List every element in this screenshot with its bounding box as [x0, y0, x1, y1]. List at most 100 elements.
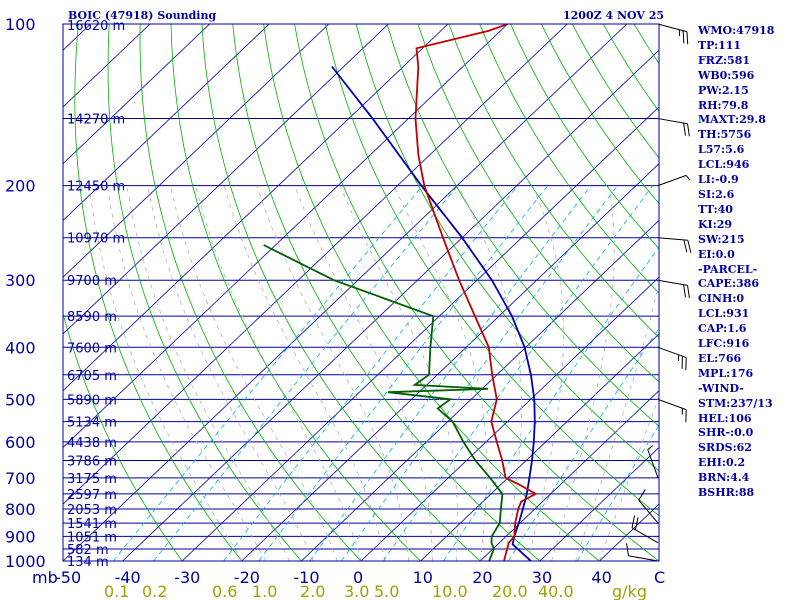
index-line: EHI:0.2 [698, 456, 746, 470]
isotherm-line [122, 49, 659, 561]
isotherm-line [360, 276, 659, 561]
barb-flag [634, 517, 639, 530]
mixing-ratio-label: 2.0 [300, 582, 325, 600]
isotherm-line [63, 24, 568, 505]
pressure-label: 1000 [5, 552, 46, 571]
moist-adiabat [126, 185, 290, 561]
wind-barb [657, 174, 691, 187]
pressure-label: 900 [5, 527, 36, 546]
index-line: TT:40 [698, 202, 733, 216]
mixing-ratio-label: 3.0 [344, 582, 369, 600]
index-line: LCL:931 [698, 307, 750, 321]
index-line: EI:0.0 [698, 247, 735, 261]
index-line: -WIND- [698, 381, 744, 395]
barb-half-flag [685, 175, 691, 181]
dewpoint-line [263, 244, 504, 561]
mixing-ratio-line [443, 246, 659, 561]
isotherm-line [63, 24, 210, 165]
moist-adiabat [458, 185, 522, 561]
index-line: SHR-:0.0 [698, 426, 754, 440]
height-label: 8590 m [67, 310, 117, 325]
temperature-tick-label: -50 [55, 568, 81, 587]
temperature-tick-label: 30 [532, 568, 552, 587]
barb-flag [631, 515, 636, 528]
temperature-tick-label: -20 [234, 568, 260, 587]
barb-flag [683, 284, 686, 298]
temperature-tick-label: -10 [293, 568, 319, 587]
index-line: LFC:916 [698, 337, 750, 351]
temperature-tick-label: -40 [115, 568, 141, 587]
plot-frame [62, 23, 660, 562]
index-line: CAPE:386 [698, 277, 759, 291]
mixing-ratio-label: 0.1 [104, 582, 129, 600]
dry-adiabat [139, 24, 362, 561]
mixing-ratio-label: 10.0 [432, 582, 468, 600]
dry-adiabat [74, 24, 243, 561]
wind-barb [626, 543, 659, 562]
isotherm-line [301, 219, 659, 561]
wind-barb [657, 279, 690, 299]
height-label: 2053 m [67, 503, 117, 518]
mixing-ratio-line [223, 185, 519, 561]
barb-staff [657, 398, 687, 411]
barb-staff [657, 23, 688, 33]
dry-adiabat [324, 24, 659, 517]
index-line: LCL:946 [698, 158, 750, 172]
index-line: STM:237/13 [698, 396, 773, 410]
mixing-ratio-line [576, 424, 659, 561]
temperature-tick-label: 0 [353, 568, 363, 587]
index-line: BRN:4.4 [698, 471, 750, 485]
barb-staff [657, 118, 688, 125]
mixing-ratio-line [382, 185, 653, 561]
isotherm-line [63, 24, 330, 278]
parcel-trace [331, 65, 536, 561]
mixing-ratio-line [507, 327, 659, 561]
wind-barb [631, 515, 659, 544]
wind-barb [657, 237, 692, 253]
moist-adiabat [551, 185, 615, 561]
barb-flag [687, 285, 690, 299]
index-line: TP:111 [698, 38, 742, 52]
mixing-ratio-label: 0.6 [212, 582, 237, 600]
dry-adiabat [417, 24, 659, 383]
index-line: LI:-0.9 [698, 173, 739, 187]
mixing-ratio-line [153, 185, 459, 561]
temperature-line [414, 24, 538, 561]
index-line: SRDS:62 [698, 441, 752, 455]
barb-staff [628, 555, 659, 562]
temperature-tick-label: mb [32, 568, 58, 587]
barb-staff [638, 499, 659, 524]
height-label: 3175 m [67, 472, 117, 487]
barb-flag [683, 123, 686, 136]
dry-adiabat [355, 24, 659, 472]
height-label: 134 m [67, 555, 109, 570]
barb-staff [657, 174, 687, 187]
station-title: BOIC (47918) Sounding [68, 9, 217, 22]
barb-staff [631, 527, 659, 544]
index-line: TH:5756 [698, 128, 752, 142]
index-line: EL:766 [698, 351, 742, 365]
index-line: HEL:106 [698, 411, 752, 425]
dry-adiabat [386, 24, 659, 427]
index-line: WB0:596 [698, 68, 755, 82]
isotherm-line [63, 24, 389, 335]
wind-barb [638, 489, 659, 524]
isotherm-line [63, 24, 628, 561]
index-line: SI:2.6 [698, 187, 735, 201]
height-label: 1051 m [67, 530, 117, 545]
height-label: 5890 m [67, 393, 117, 408]
wind-barb [657, 23, 689, 45]
mixing-ratio-label: 1.0 [252, 582, 277, 600]
isotherm-line [420, 333, 659, 561]
wind-barbs [626, 23, 692, 562]
dry-adiabat [107, 24, 302, 561]
barb-staff [657, 279, 688, 286]
mixing-ratio-label: 0.2 [142, 582, 167, 600]
mixing-ratio-label: 5.0 [374, 582, 399, 600]
height-label: 7600 m [67, 341, 117, 356]
index-line: WMO:47918 [698, 24, 775, 37]
isotherm-line [241, 163, 659, 561]
isotherm-line [539, 446, 659, 561]
index-line: FRZ:581 [698, 53, 751, 67]
